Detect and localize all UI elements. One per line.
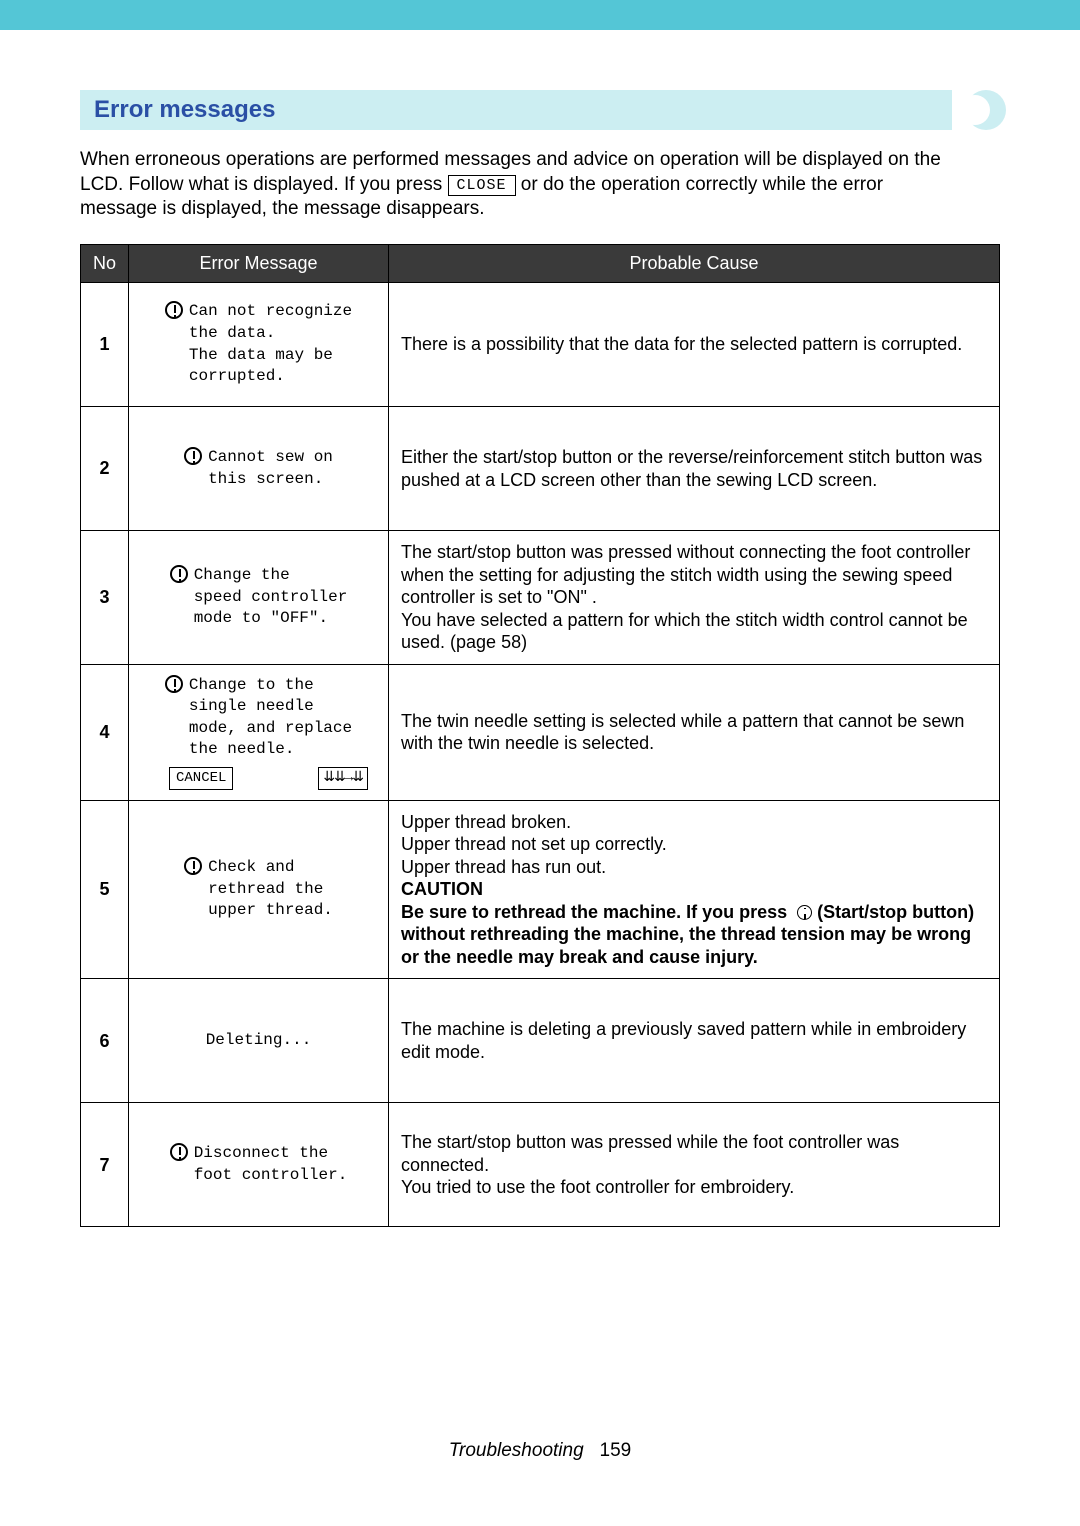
col-header-msg: Error Message — [129, 245, 389, 283]
error-message-text: Change to the single needle mode, and re… — [189, 675, 352, 761]
error-message-cell: Cannot sew on this screen. — [129, 407, 389, 531]
probable-cause-cell: Upper thread broken.Upper thread not set… — [389, 800, 1000, 979]
error-message-text: Deleting... — [141, 1030, 376, 1052]
row-number: 7 — [81, 1103, 129, 1227]
error-message-text: Change the speed controller mode to "OFF… — [194, 565, 348, 630]
alert-icon — [170, 1143, 188, 1161]
row-number: 3 — [81, 531, 129, 665]
cancel-button-label: CANCEL — [169, 767, 233, 790]
intro-line1: When erroneous operations are performed … — [80, 149, 941, 170]
row-number: 5 — [81, 800, 129, 979]
probable-cause-cell: There is a possibility that the data for… — [389, 283, 1000, 407]
table-row: 4 Change to the single needle mode, and r… — [81, 664, 1000, 800]
footer-section-label: Troubleshooting — [449, 1440, 584, 1461]
close-button-label: CLOSE — [448, 175, 516, 197]
error-messages-table: No Error Message Probable Cause 1 Can not… — [80, 244, 1000, 1227]
error-message-cell: Change to the single needle mode, and re… — [129, 664, 389, 800]
probable-cause-cell: The machine is deleting a previously sav… — [389, 979, 1000, 1103]
error-message-cell: Can not recognize the data. The data may… — [129, 283, 389, 407]
section-header: Error messages — [80, 90, 1000, 130]
alert-icon — [165, 301, 183, 319]
page-content: Error messages When erroneous operations… — [0, 90, 1080, 1227]
error-message-cell: Disconnect the foot controller. — [129, 1103, 389, 1227]
error-message-cell: Deleting... — [129, 979, 389, 1103]
footer-page-number: 159 — [600, 1440, 632, 1461]
intro-line2b: or do the operation correctly while the … — [521, 174, 883, 195]
error-message-text: Check and rethread the upper thread. — [208, 857, 333, 922]
alert-icon — [184, 857, 202, 875]
page-footer: Troubleshooting 159 — [0, 1440, 1080, 1462]
table-row: 5 Check and rethread the upper thread. Upp… — [81, 800, 1000, 979]
error-message-text: Disconnect the foot controller. — [194, 1143, 348, 1186]
table-header-row: No Error Message Probable Cause — [81, 245, 1000, 283]
intro-paragraph: When erroneous operations are performed … — [80, 148, 1000, 222]
section-title-cap — [952, 90, 1000, 130]
row-number: 2 — [81, 407, 129, 531]
probable-cause-cell: Either the start/stop button or the reve… — [389, 407, 1000, 531]
alert-icon — [170, 565, 188, 583]
table-row: 7 Disconnect the foot controller. The star… — [81, 1103, 1000, 1227]
intro-line3: message is displayed, the message disapp… — [80, 198, 485, 219]
section-title: Error messages — [94, 96, 275, 124]
alert-icon — [184, 447, 202, 465]
error-message-text: Cannot sew on this screen. — [208, 447, 333, 490]
error-message-cell: Check and rethread the upper thread. — [129, 800, 389, 979]
needle-mode-icon: ⇊⇊→⇊ — [318, 767, 368, 790]
intro-line2a: LCD. Follow what is displayed. If you pr… — [80, 174, 448, 195]
probable-cause-cell: The start/stop button was pressed withou… — [389, 531, 1000, 665]
section-title-bar: Error messages — [80, 90, 952, 130]
col-header-no: No — [81, 245, 129, 283]
table-row: 2 Cannot sew on this screen. Either the st… — [81, 407, 1000, 531]
col-header-cause: Probable Cause — [389, 245, 1000, 283]
row-number: 1 — [81, 283, 129, 407]
probable-cause-cell: The start/stop button was pressed while … — [389, 1103, 1000, 1227]
error-message-text: Can not recognize the data. The data may… — [189, 301, 352, 387]
table-row: 6 Deleting... The machine is deleting a pr… — [81, 979, 1000, 1103]
top-accent-bar — [0, 0, 1080, 30]
row-number: 4 — [81, 664, 129, 800]
probable-cause-cell: The twin needle setting is selected whil… — [389, 664, 1000, 800]
table-row: 3 Change the speed controller mode to "OF… — [81, 531, 1000, 665]
row-number: 6 — [81, 979, 129, 1103]
start-stop-icon — [797, 905, 812, 920]
error-message-cell: Change the speed controller mode to "OFF… — [129, 531, 389, 665]
table-row: 1 Can not recognize the data. The data ma… — [81, 283, 1000, 407]
alert-icon — [165, 675, 183, 693]
